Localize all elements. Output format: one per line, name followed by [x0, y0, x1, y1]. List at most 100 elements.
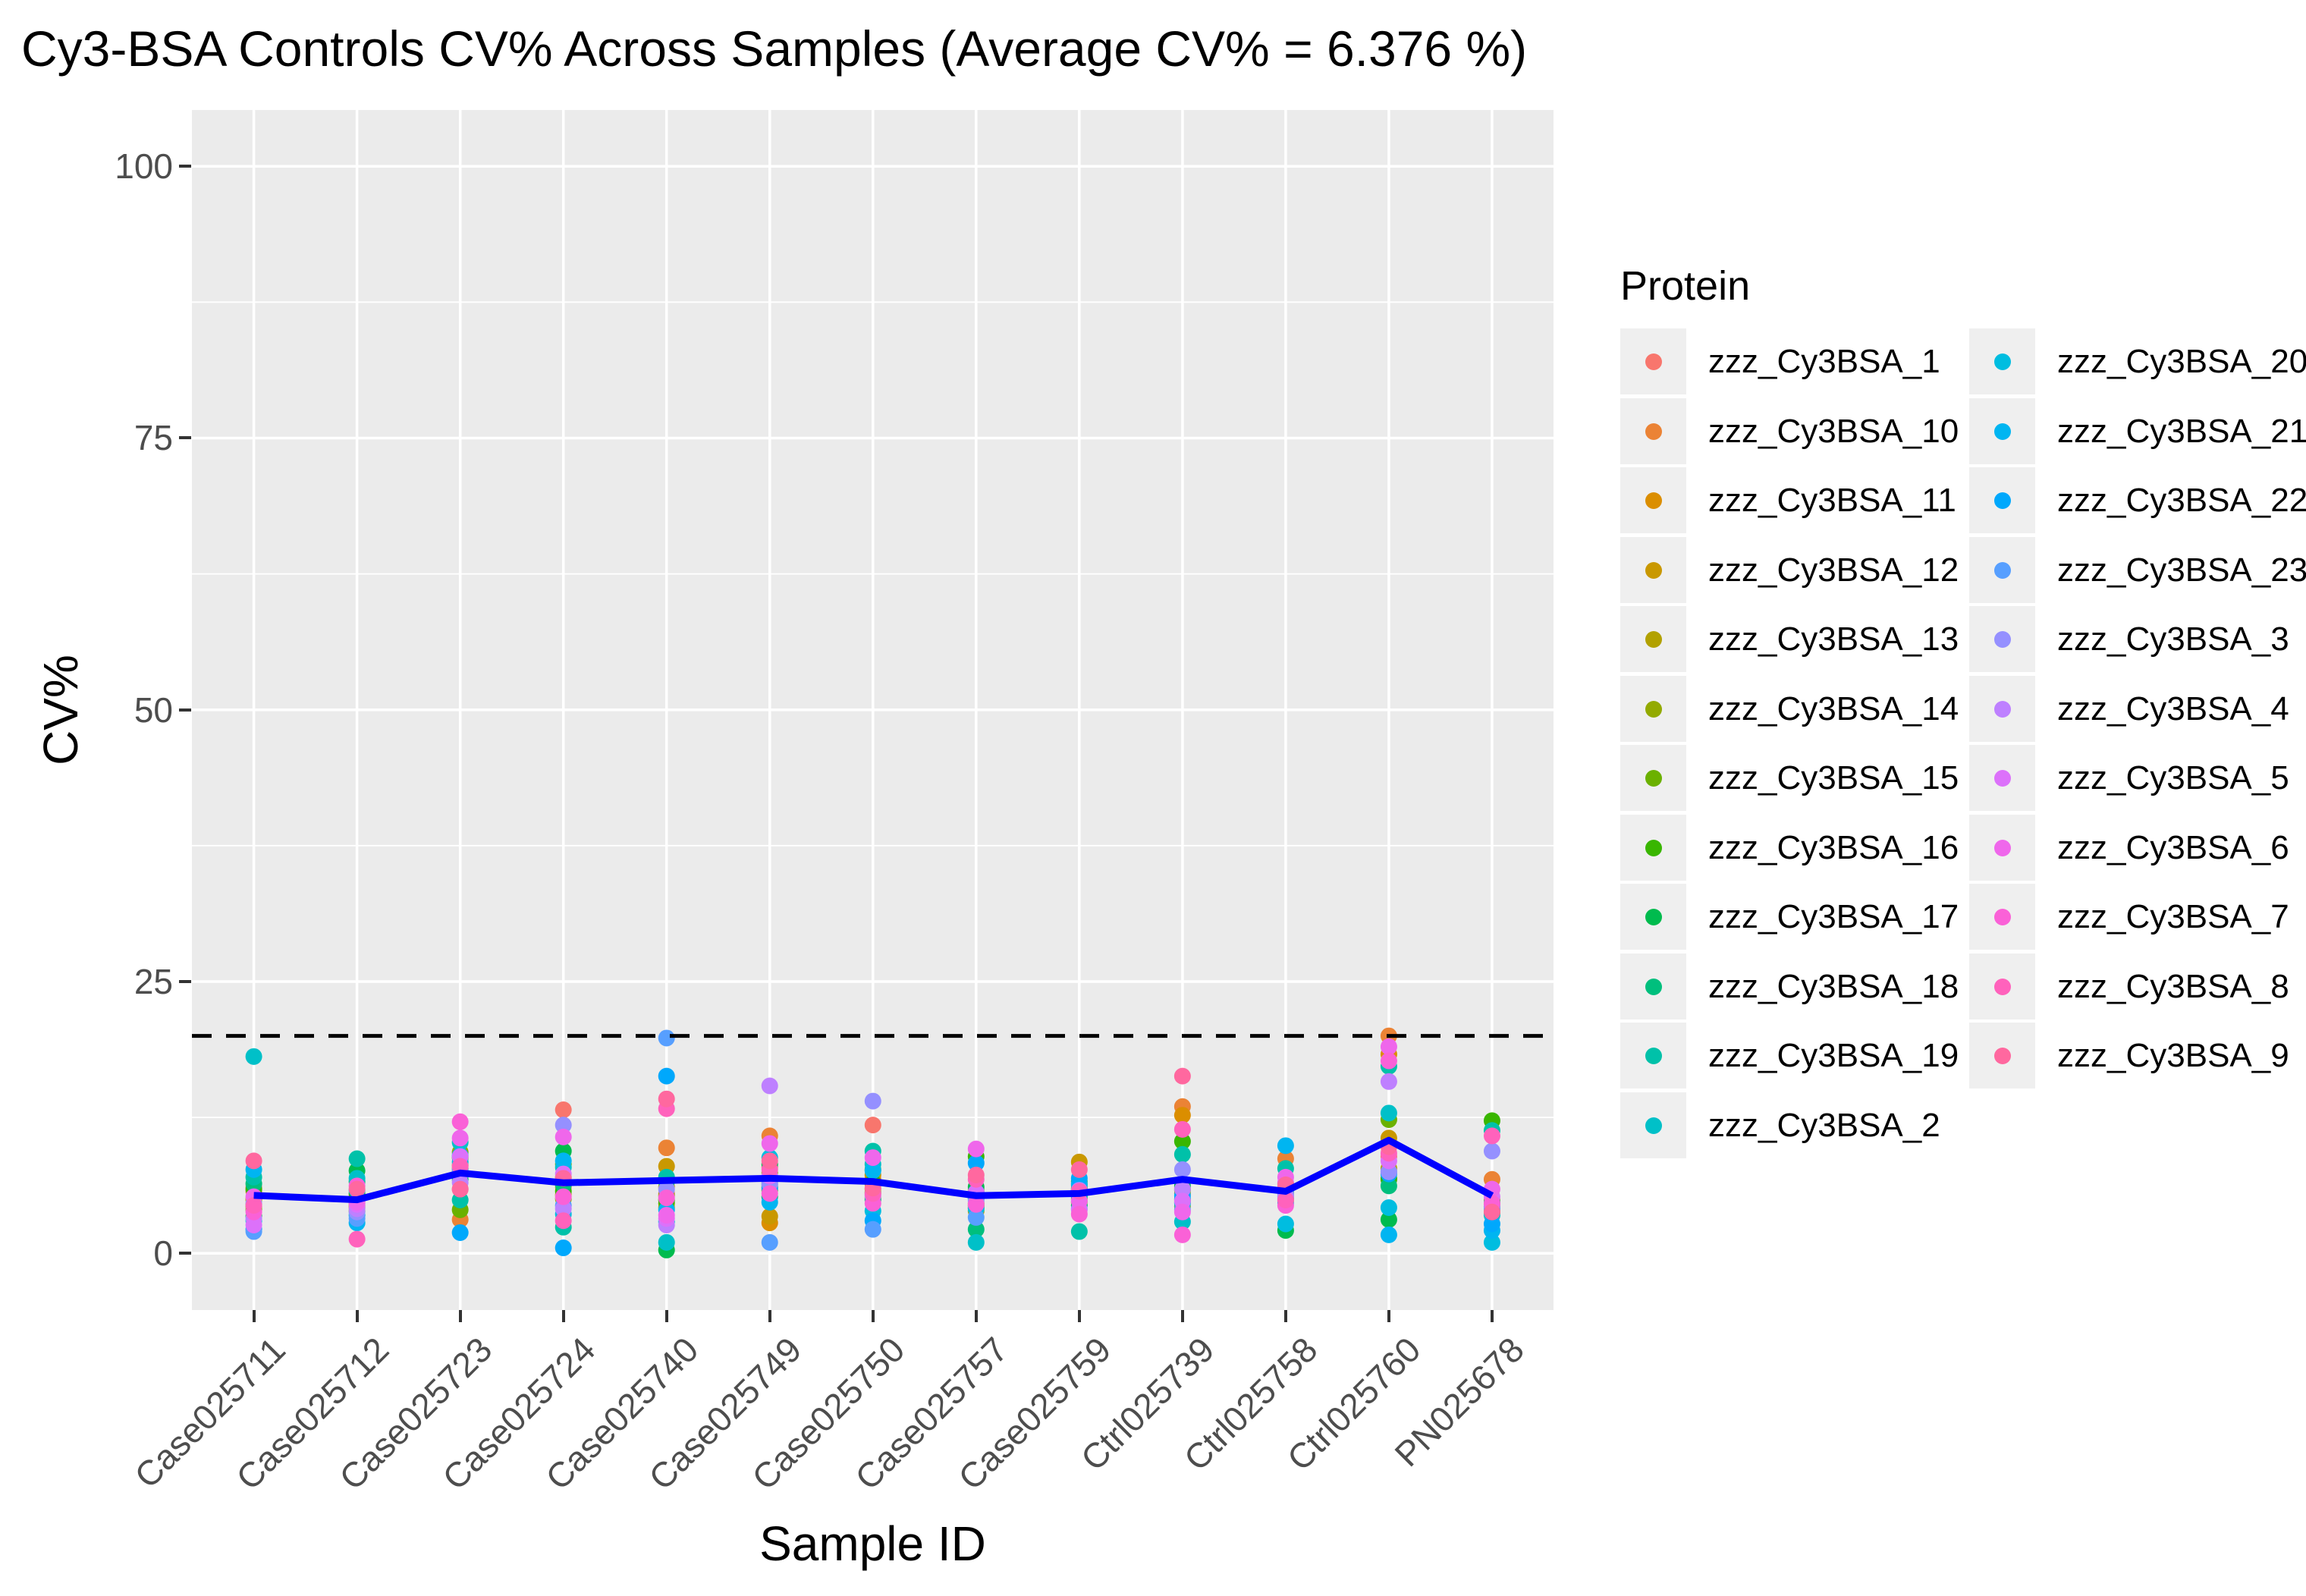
- legend-point-icon: [1645, 561, 1662, 579]
- x-tick-mark: [561, 1310, 565, 1322]
- y-tick-label: 25: [134, 961, 173, 1001]
- data-point: [555, 1188, 572, 1205]
- data-point: [761, 1152, 778, 1170]
- legend-key: [1969, 814, 2035, 881]
- data-point: [1380, 1038, 1397, 1055]
- data-point: [245, 1216, 262, 1233]
- data-point: [658, 1233, 675, 1251]
- data-point: [245, 1048, 262, 1065]
- data-point: [1483, 1215, 1500, 1233]
- data-point: [864, 1117, 881, 1134]
- data-point: [967, 1155, 985, 1172]
- legend-key: [1620, 328, 1686, 394]
- data-point: [1173, 1203, 1191, 1221]
- data-point: [1380, 1052, 1397, 1070]
- legend-point-icon: [1645, 770, 1662, 787]
- data-point: [1277, 1191, 1294, 1208]
- legend-point-icon: [1645, 978, 1662, 995]
- legend-key: [1620, 606, 1686, 672]
- data-point: [1070, 1205, 1088, 1223]
- data-point: [864, 1162, 881, 1180]
- plot-panel: [192, 110, 1554, 1310]
- data-point: [1173, 1067, 1191, 1085]
- legend-item-label: zzz_Cy3BSA_13: [1708, 620, 1959, 658]
- legend-point-icon: [1994, 770, 2011, 787]
- legend-point-icon: [1994, 839, 2011, 856]
- mean-line: [253, 1136, 1494, 1204]
- data-point: [761, 1077, 778, 1095]
- legend-item-label: zzz_Cy3BSA_18: [1708, 967, 1959, 1005]
- legend-key: [1620, 953, 1686, 1019]
- legend-point-icon: [1645, 353, 1662, 370]
- legend-item-label: zzz_Cy3BSA_15: [1708, 759, 1959, 796]
- legend-point-icon: [1994, 909, 2011, 925]
- legend-key: [1620, 884, 1686, 950]
- legend-key: [1620, 745, 1686, 811]
- x-tick-mark: [252, 1310, 256, 1322]
- legend-item-label: zzz_Cy3BSA_21: [2057, 412, 2306, 450]
- data-point: [967, 1208, 985, 1226]
- y-tick-mark: [179, 1252, 191, 1255]
- legend-item-label: zzz_Cy3BSA_16: [1708, 828, 1959, 866]
- x-tick-mark: [355, 1310, 359, 1322]
- data-point: [761, 1185, 778, 1202]
- legend-item-label: zzz_Cy3BSA_14: [1708, 690, 1959, 727]
- x-tick-mark: [1283, 1310, 1287, 1322]
- y-tick-label: 0: [153, 1233, 173, 1274]
- legend-item-label: zzz_Cy3BSA_12: [1708, 551, 1959, 589]
- legend-key: [1969, 606, 2035, 672]
- y-tick-label: 100: [115, 146, 173, 187]
- y-tick-mark: [179, 165, 191, 168]
- legend-item-label: zzz_Cy3BSA_8: [2057, 967, 2289, 1005]
- data-point: [658, 1029, 675, 1047]
- x-tick-mark: [1180, 1310, 1184, 1322]
- data-point: [967, 1167, 985, 1184]
- data-point: [658, 1139, 675, 1157]
- legend-item-label: zzz_Cy3BSA_22: [2057, 482, 2306, 519]
- legend-title: Protein: [1620, 263, 1751, 309]
- x-tick-mark: [458, 1310, 462, 1322]
- legend-point-icon: [1994, 631, 2011, 648]
- data-point: [555, 1239, 572, 1257]
- data-point: [761, 1208, 778, 1225]
- data-point: [864, 1221, 881, 1238]
- y-tick-mark: [179, 979, 191, 983]
- legend-key: [1969, 328, 2035, 394]
- data-point: [761, 1135, 778, 1152]
- x-axis-title: Sample ID: [759, 1516, 986, 1571]
- legend-point-icon: [1645, 839, 1662, 856]
- legend-item-label: zzz_Cy3BSA_5: [2057, 759, 2289, 796]
- data-point: [451, 1129, 469, 1147]
- legend-point-icon: [1645, 1048, 1662, 1064]
- data-point: [1483, 1233, 1500, 1251]
- legend-item-label: zzz_Cy3BSA_3: [2057, 620, 2289, 658]
- x-tick-mark: [1077, 1310, 1081, 1322]
- legend-point-icon: [1645, 1117, 1662, 1134]
- legend-key: [1969, 1023, 2035, 1089]
- data-point: [864, 1149, 881, 1167]
- y-axis-title: CV%: [33, 655, 88, 765]
- data-point: [1380, 1211, 1397, 1228]
- data-point: [658, 1067, 675, 1085]
- data-point: [761, 1233, 778, 1251]
- y-tick-label: 50: [134, 690, 173, 730]
- data-point: [245, 1197, 262, 1214]
- data-point: [1277, 1137, 1294, 1155]
- legend-item-label: zzz_Cy3BSA_6: [2057, 828, 2289, 866]
- legend-point-icon: [1994, 978, 2011, 995]
- legend-key: [1620, 675, 1686, 742]
- data-point: [1380, 1104, 1397, 1122]
- x-tick-mark: [871, 1310, 875, 1322]
- legend-point-icon: [1994, 700, 2011, 718]
- legend-key: [1969, 397, 2035, 464]
- data-point: [1070, 1161, 1088, 1178]
- legend-key: [1620, 1092, 1686, 1158]
- data-point: [1173, 1226, 1191, 1243]
- legend-key: [1620, 814, 1686, 881]
- data-point: [555, 1128, 572, 1145]
- legend-item-label: zzz_Cy3BSA_11: [1708, 482, 1956, 519]
- legend-key: [1969, 745, 2035, 811]
- legend-item-label: zzz_Cy3BSA_7: [2057, 898, 2289, 935]
- chart-canvas: [192, 110, 1554, 1310]
